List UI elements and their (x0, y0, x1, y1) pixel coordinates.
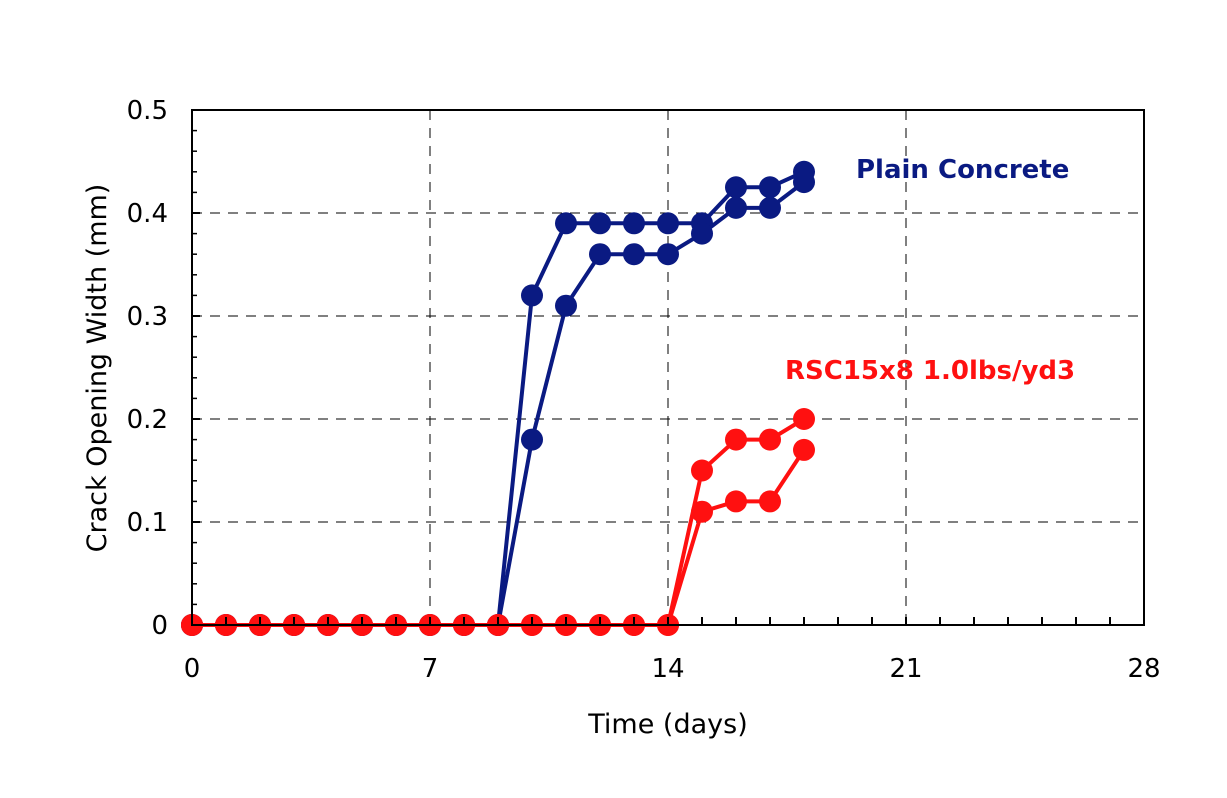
x-tick-label: 0 (184, 654, 201, 684)
data-point (725, 196, 747, 219)
data-point (555, 212, 577, 235)
x-tick-label: 21 (889, 654, 922, 684)
data-point (725, 428, 747, 451)
data-point (589, 212, 611, 235)
data-point (691, 459, 713, 482)
x-tick-label: 28 (1127, 654, 1160, 684)
x-tick-label: 14 (651, 654, 684, 684)
series-group (181, 160, 815, 636)
y-tick-label: 0.3 (127, 302, 168, 332)
y-tick-label: 0 (151, 611, 168, 641)
data-point (759, 196, 781, 219)
data-point (725, 490, 747, 513)
data-point (793, 408, 815, 430)
y-tick-label: 0.1 (127, 508, 168, 538)
data-point (623, 212, 645, 235)
x-axis-label: Time (days) (587, 709, 747, 740)
series-1 (181, 171, 815, 636)
data-point (759, 490, 781, 513)
data-point (759, 176, 781, 199)
y-axis-label: Crack Opening Width (mm) (82, 184, 113, 553)
series-0 (181, 160, 815, 636)
y-tick-label: 0.5 (127, 96, 168, 126)
data-point (725, 176, 747, 199)
series-line (192, 180, 806, 627)
x-tick-label: 7 (422, 654, 439, 684)
data-point (623, 243, 645, 266)
data-point (589, 243, 611, 266)
annotation-plain-concrete: Plain Concrete (856, 155, 1069, 185)
y-tick-label: 0.4 (127, 199, 168, 229)
ticks: 0 7 14 21 28 0 0.1 0.2 0.3 0.4 0.5 (127, 96, 1161, 684)
data-point (691, 500, 713, 523)
data-point (759, 428, 781, 451)
data-point (657, 243, 679, 266)
data-point (657, 212, 679, 235)
data-point (793, 171, 815, 194)
data-point (793, 438, 815, 461)
y-tick-label: 0.2 (127, 405, 168, 435)
annotation-rsc: RSC15x8 1.0lbs/yd3 (785, 356, 1075, 386)
data-point (521, 284, 543, 307)
series-line (192, 448, 806, 627)
data-point (521, 428, 543, 451)
data-point (691, 222, 713, 245)
series-line (192, 169, 805, 627)
data-point (555, 294, 577, 317)
